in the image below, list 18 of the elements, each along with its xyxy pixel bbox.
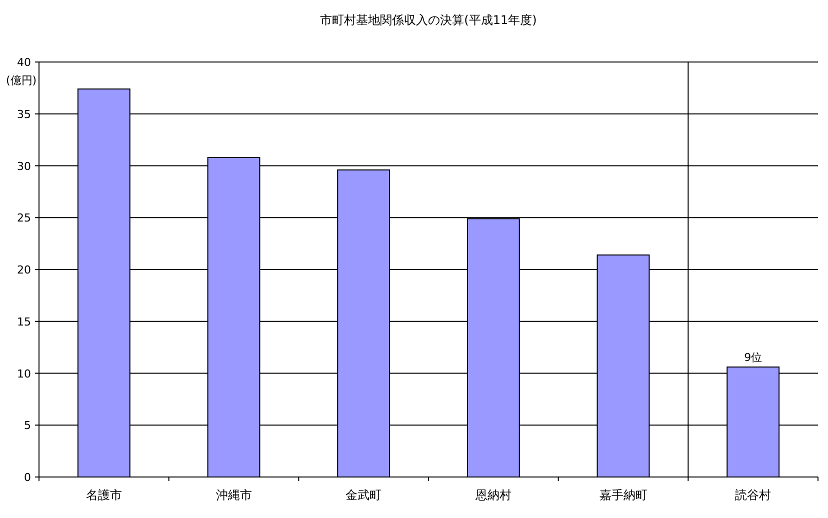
y-tick-label: 25 — [17, 212, 31, 225]
y-tick-label: 30 — [17, 160, 31, 173]
chart-title: 市町村基地関係収入の決算(平成11年度) — [320, 13, 537, 27]
x-tick-label: 恩納村 — [474, 488, 512, 502]
y-tick-label: 5 — [24, 419, 31, 432]
x-tick-label: 名護市 — [86, 488, 122, 502]
y-tick-label: 0 — [24, 471, 31, 484]
y-axis-title: (億円) — [6, 74, 37, 87]
x-tick-label: 沖縄市 — [216, 488, 252, 502]
x-tick-label: 読谷村 — [735, 488, 772, 502]
annotation: 9位 — [744, 351, 762, 364]
x-tick-label: 嘉手納町 — [599, 488, 648, 502]
y-tick-label: 35 — [17, 108, 31, 121]
x-tick-label: 金武町 — [346, 488, 382, 502]
y-tick-label: 40 — [17, 56, 31, 69]
y-tick-label: 20 — [17, 264, 31, 276]
y-tick-label: 10 — [17, 367, 31, 380]
y-tick-label: 15 — [17, 315, 31, 328]
